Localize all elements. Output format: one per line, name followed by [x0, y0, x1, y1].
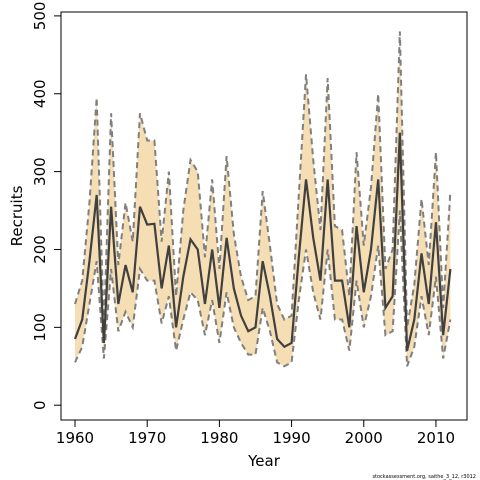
footnote: stockassessment.org, saithe_3_12, r3012 [372, 474, 476, 480]
plot-frame [60, 11, 468, 421]
y-tick-label: 0 [31, 400, 49, 410]
lower-bound [74, 210, 452, 368]
x-tick-label: 2010 [417, 429, 455, 447]
y-tick-label: 200 [31, 235, 49, 264]
x-tick-label: 1990 [272, 429, 310, 447]
x-tick-label: 1960 [56, 429, 94, 447]
x-tick-label: 1970 [128, 429, 166, 447]
upper-bound [74, 31, 452, 328]
y-tick-label: 500 [31, 2, 49, 31]
y-tick-label: 100 [31, 313, 49, 342]
x-axis-label: Year [247, 452, 281, 470]
x-tick-label: 1980 [200, 429, 238, 447]
estimate-line [73, 132, 452, 351]
y-axis-label: Recruits [8, 185, 26, 246]
y-tick-label: 300 [31, 157, 49, 186]
confidence-band [75, 31, 451, 367]
x-tick-label: 2000 [345, 429, 383, 447]
y-tick-label: 400 [31, 79, 49, 108]
